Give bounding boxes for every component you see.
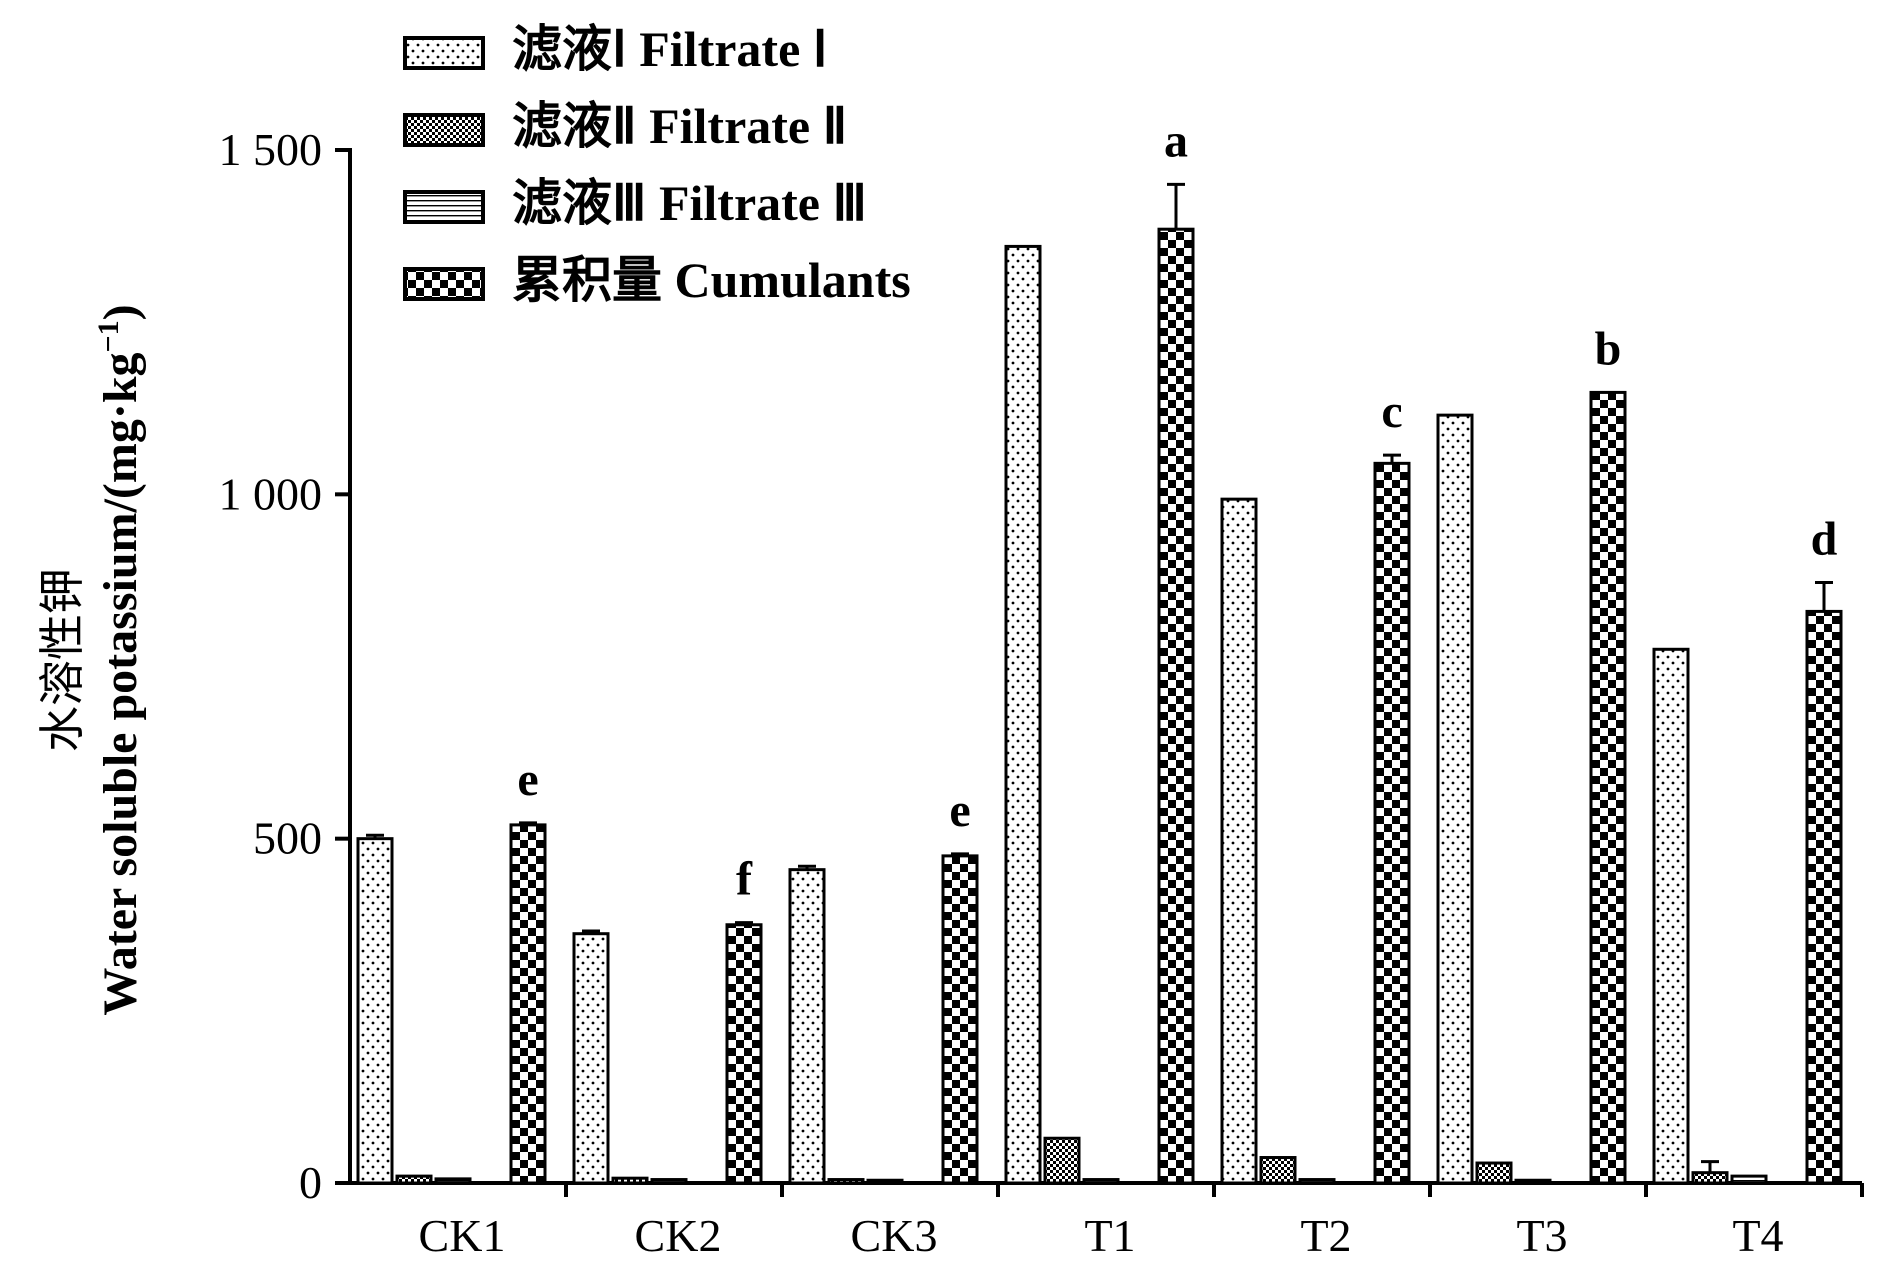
bar-dots-CK3 <box>788 868 826 1185</box>
y-axis-title-en: Water soluble potassium/(mg·kg−1) <box>92 304 147 1015</box>
bar-fine-check-CK3 <box>827 1178 865 1185</box>
bar-dots-T3 <box>1436 413 1474 1185</box>
y-tick-label: 0 <box>299 1157 322 1208</box>
significance-letter: b <box>1595 322 1622 375</box>
bar-lines-CK3 <box>866 1178 904 1185</box>
x-tick-label: CK1 <box>419 1210 506 1261</box>
y-tick-label: 500 <box>253 813 322 864</box>
bar-dots-CK1 <box>356 837 394 1185</box>
bar-dots-T1 <box>1004 244 1042 1185</box>
bar-lines-CK1 <box>434 1177 472 1185</box>
bar-dots-T2 <box>1220 497 1258 1185</box>
x-tick-label: T4 <box>1732 1210 1783 1261</box>
significance-letter: e <box>949 784 970 837</box>
legend-swatch-checker <box>403 267 485 301</box>
bar-lines-CK2 <box>650 1178 688 1185</box>
bar-checker-T2 <box>1373 461 1411 1185</box>
bar-dots-CK2 <box>572 932 610 1185</box>
bar-fine-check-CK2 <box>611 1176 649 1185</box>
bar-checker-T3 <box>1589 390 1627 1185</box>
bar-fine-check-T1 <box>1043 1136 1081 1185</box>
bar-checker-T4 <box>1805 609 1843 1185</box>
x-tick-label: T3 <box>1516 1210 1567 1261</box>
legend-swatch-dots <box>403 36 485 70</box>
significance-letter: e <box>517 753 538 806</box>
y-axis-title-cn: 水溶性钾 <box>35 568 89 752</box>
legend-label: 累积量 Cumulants <box>512 252 911 308</box>
bar-lines-T4 <box>1730 1174 1768 1185</box>
bar-checker-CK2 <box>725 923 763 1185</box>
bar-lines-T1 <box>1082 1178 1120 1185</box>
x-tick-label: CK2 <box>635 1210 722 1261</box>
significance-letter: c <box>1381 385 1402 438</box>
bar-fine-check-T3 <box>1475 1161 1513 1185</box>
error-bars <box>366 182 1833 1173</box>
axes: 0 500 1 000 1 500 CK1 CK2 CK3 T1 T2 T3 T4 <box>219 124 1864 1261</box>
bar-checker-CK3 <box>941 854 979 1185</box>
x-tick-label: T2 <box>1300 1210 1351 1261</box>
y-axis-title: 水溶性钾 Water soluble potassium/(mg·kg−1) <box>35 304 147 1015</box>
significance-letter: a <box>1164 114 1188 167</box>
bar-lines-T2 <box>1298 1178 1336 1185</box>
bar-checker-T1 <box>1157 227 1195 1185</box>
bars <box>356 227 1843 1185</box>
x-tick-label: CK3 <box>851 1210 938 1261</box>
legend-swatch-lines <box>403 190 485 224</box>
y-tick-label: 1 000 <box>219 468 323 519</box>
bar-fine-check-T2 <box>1259 1156 1297 1185</box>
bar-fine-check-T4 <box>1691 1171 1729 1185</box>
bar-lines-T3 <box>1514 1178 1552 1185</box>
legend-label: 滤液Ⅲ Filtrate Ⅲ <box>512 175 867 231</box>
significance-letter: d <box>1811 512 1838 565</box>
x-tick-label: T1 <box>1084 1210 1135 1261</box>
legend-label: 滤液Ⅱ Filtrate Ⅱ <box>512 98 847 154</box>
significance-letter: f <box>736 853 753 906</box>
legend-label: 滤液Ⅰ Filtrate Ⅰ <box>512 21 828 77</box>
legend-swatch-fine-check <box>403 113 485 147</box>
bar-dots-T4 <box>1652 647 1690 1185</box>
bar-checker-CK1 <box>509 823 547 1185</box>
significance-letters: e f e a c b d <box>517 114 1837 905</box>
legend: 滤液Ⅰ Filtrate Ⅰ 滤液Ⅱ Filtrate Ⅱ 滤液Ⅲ Filtrate… <box>403 21 911 308</box>
y-tick-label: 1 500 <box>219 124 323 175</box>
bar-fine-check-CK1 <box>395 1174 433 1185</box>
